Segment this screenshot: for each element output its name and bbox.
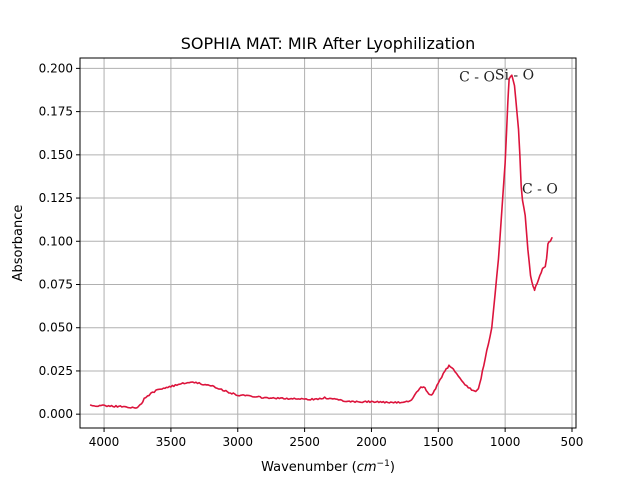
y-tick-label: 0.100 bbox=[39, 234, 73, 248]
peak-annotation: Si - O bbox=[495, 68, 534, 84]
series-layer bbox=[89, 74, 553, 409]
annotations: C - O Si - OC - O bbox=[459, 68, 558, 198]
x-tick-label: 1500 bbox=[423, 435, 454, 449]
y-tick-label: 0.000 bbox=[39, 407, 73, 421]
ticks: 4000 3500 3000 2500 2000 1500 1000 500 0.000 0.02… bbox=[39, 61, 584, 449]
x-tick-label: 3500 bbox=[156, 435, 187, 449]
spectrum-line bbox=[89, 74, 553, 409]
y-tick-label: 0.050 bbox=[39, 321, 73, 335]
x-axis-label-paren-close: ) bbox=[390, 460, 395, 475]
y-tick-label: 0.125 bbox=[39, 191, 73, 205]
x-axis-label-paren-open: ( bbox=[348, 460, 357, 475]
y-axis-label: Absorbance bbox=[11, 205, 26, 282]
x-tick-label: 500 bbox=[561, 435, 584, 449]
y-tick-label: 0.200 bbox=[39, 61, 73, 75]
x-axis-unit-base: cm bbox=[357, 460, 377, 475]
plot-frame bbox=[79, 57, 577, 429]
x-tick-label: 2500 bbox=[289, 435, 320, 449]
x-axis-label-text: Wavenumber bbox=[261, 460, 348, 475]
x-tick-label: 3000 bbox=[222, 435, 253, 449]
x-tick-label: 2000 bbox=[356, 435, 387, 449]
x-axis-label: Wavenumber (cm−1) bbox=[261, 459, 395, 475]
x-axis-unit-exp: −1 bbox=[377, 459, 390, 469]
y-tick-label: 0.150 bbox=[39, 148, 73, 162]
y-tick-label: 0.175 bbox=[39, 105, 73, 119]
y-tick-label: 0.075 bbox=[39, 277, 73, 291]
grid-lines bbox=[80, 58, 576, 428]
peak-annotation: C - O bbox=[459, 69, 495, 85]
x-tick-label: 4000 bbox=[89, 435, 120, 449]
x-tick-label: 1000 bbox=[490, 435, 521, 449]
y-tick-label: 0.025 bbox=[39, 364, 73, 378]
chart-title: SOPHIA MAT: MIR After Lyophilization bbox=[181, 34, 476, 53]
peak-annotation: C - O bbox=[522, 182, 558, 198]
